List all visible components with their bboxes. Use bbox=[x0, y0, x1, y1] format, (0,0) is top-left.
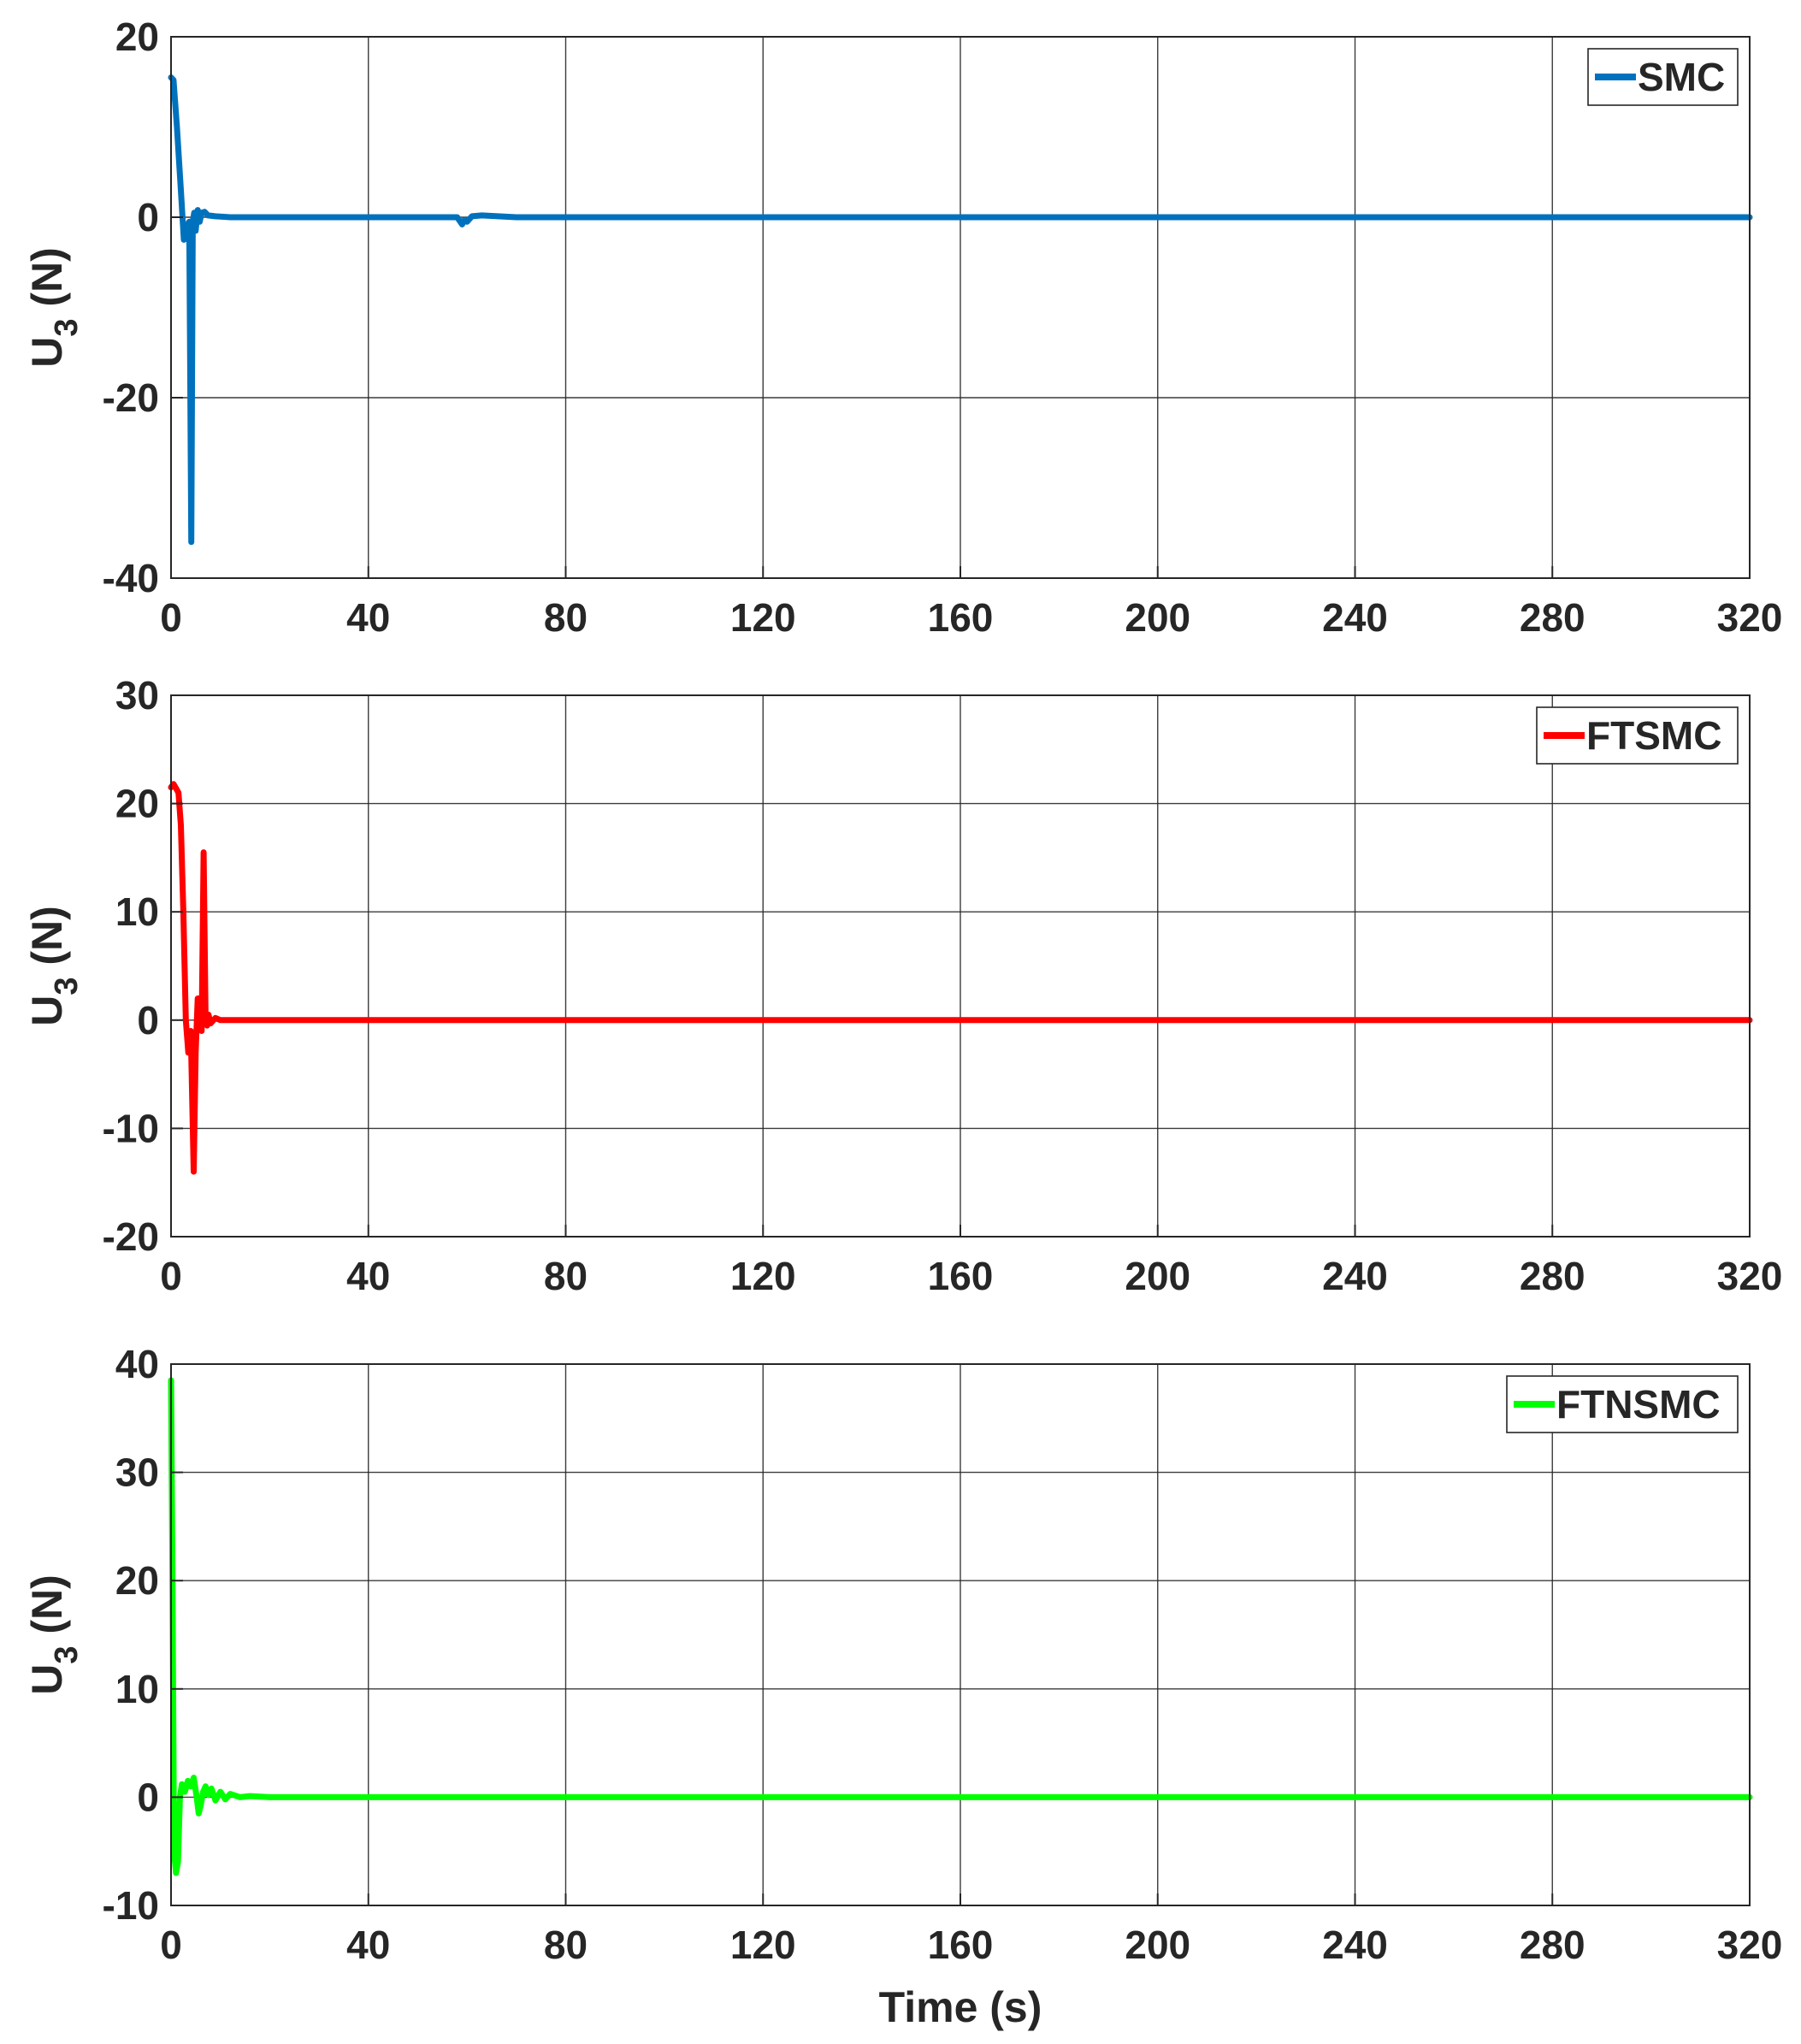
chart-panel-1: 0 40 80 120 160 200 240 280 320 -40 -20 0 20 U3 (N) SM… bbox=[23, 15, 1782, 640]
x-tick-label: 160 bbox=[928, 1923, 994, 1967]
x-tick-label: 80 bbox=[544, 595, 588, 640]
x-tick-label: 120 bbox=[730, 595, 796, 640]
legend-label: SMC bbox=[1638, 55, 1725, 99]
legend-label: FTSMC bbox=[1586, 713, 1721, 758]
x-tick-label: 120 bbox=[730, 1923, 796, 1967]
x-tick-label: 40 bbox=[346, 595, 390, 640]
x-tick-label: 40 bbox=[346, 1923, 390, 1967]
y-tick-label: -10 bbox=[103, 1106, 159, 1150]
x-tick-label: 0 bbox=[160, 1923, 182, 1967]
x-tick-label: 280 bbox=[1520, 1254, 1585, 1298]
y-tick-label: -20 bbox=[103, 1214, 159, 1259]
x-tick-label: 320 bbox=[1717, 1923, 1783, 1967]
y-tick-label: 10 bbox=[115, 889, 159, 934]
x-tick-label: 200 bbox=[1125, 595, 1190, 640]
x-tick-label: 320 bbox=[1717, 1254, 1783, 1298]
y-axis-label: U3 (N) bbox=[23, 1574, 85, 1695]
x-axis-label: Time (s) bbox=[879, 1983, 1042, 2031]
legend-label: FTNSMC bbox=[1556, 1382, 1721, 1427]
y-tick-label: 0 bbox=[137, 1775, 159, 1819]
y-tick-label: 20 bbox=[115, 15, 159, 59]
y-tick-label: -10 bbox=[103, 1883, 159, 1928]
series-line-ftsmc bbox=[168, 781, 1753, 1175]
y-axis-label: U3 (N) bbox=[23, 247, 85, 368]
y-tick-label: 30 bbox=[115, 1450, 159, 1495]
x-tick-label: 200 bbox=[1125, 1923, 1190, 1967]
y-tick-label: 10 bbox=[115, 1667, 159, 1711]
series-line-ftnsmc bbox=[168, 1377, 1753, 1876]
x-tick-label: 80 bbox=[544, 1923, 588, 1967]
x-tick-label: 160 bbox=[928, 1254, 994, 1298]
chart-panel-2: 0 40 80 120 160 200 240 280 320 -20 -10 0 10 20 30 U3 (… bbox=[23, 673, 1782, 1298]
y-tick-label: 40 bbox=[115, 1342, 159, 1386]
x-tick-label: 240 bbox=[1322, 1254, 1388, 1298]
x-tick-label: 320 bbox=[1717, 595, 1783, 640]
x-tick-label: 0 bbox=[160, 595, 182, 640]
x-tick-label: 120 bbox=[730, 1254, 796, 1298]
y-axis-label: U3 (N) bbox=[23, 906, 85, 1026]
y-tick-label: 20 bbox=[115, 782, 159, 826]
y-tick-label: 0 bbox=[137, 195, 159, 239]
y-tick-label: 20 bbox=[115, 1558, 159, 1603]
x-tick-label: 200 bbox=[1125, 1254, 1190, 1298]
x-tick-label: 280 bbox=[1520, 1923, 1585, 1967]
y-tick-label: -40 bbox=[103, 556, 159, 600]
x-tick-label: 280 bbox=[1520, 595, 1585, 640]
y-tick-label: 0 bbox=[137, 998, 159, 1043]
x-tick-label: 80 bbox=[544, 1254, 588, 1298]
x-tick-label: 240 bbox=[1322, 1923, 1388, 1967]
y-tick-label: 30 bbox=[115, 673, 159, 718]
y-tick-label: -20 bbox=[103, 375, 159, 420]
x-tick-label: 240 bbox=[1322, 595, 1388, 640]
x-tick-label: 40 bbox=[346, 1254, 390, 1298]
series-line-smc bbox=[168, 74, 1753, 546]
x-tick-label: 0 bbox=[160, 1254, 182, 1298]
x-tick-label: 160 bbox=[928, 595, 994, 640]
